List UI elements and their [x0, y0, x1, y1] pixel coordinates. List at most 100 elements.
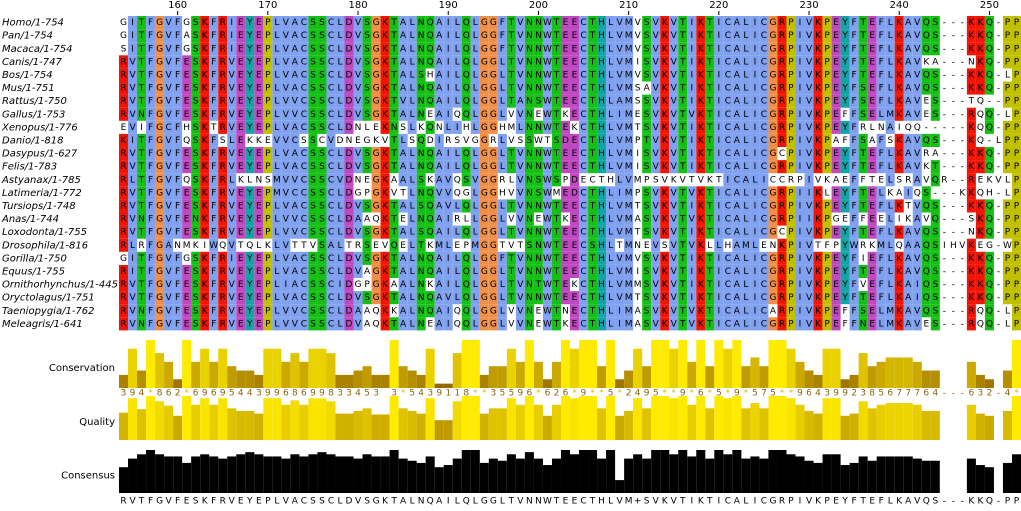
residue: W [543, 97, 552, 107]
residue: S [310, 84, 316, 94]
residue-cell [831, 81, 841, 95]
residue: R [220, 175, 226, 185]
residue-cell [128, 147, 138, 161]
residue: E [563, 97, 569, 107]
residue-cell [777, 133, 787, 147]
residue-cell [155, 42, 165, 56]
residue-cell [714, 94, 724, 108]
consensus-residue: A [292, 497, 299, 507]
residue: A [436, 31, 443, 41]
residue: A [734, 306, 741, 316]
residue: S [644, 228, 650, 238]
residue: Y [246, 110, 253, 120]
residue: V [229, 70, 236, 80]
residue-cell [236, 81, 246, 95]
residue: A [400, 293, 407, 303]
residue-cell [831, 29, 841, 43]
residue: Q [923, 18, 930, 28]
residue: A [436, 149, 443, 159]
residue: L [473, 70, 478, 80]
residue: P [1014, 162, 1020, 172]
residue-cell [245, 147, 255, 161]
residue: L [473, 44, 478, 54]
residue: T [589, 97, 596, 107]
residue: R [779, 123, 785, 133]
residue: T [859, 162, 866, 172]
residue: T [859, 228, 866, 238]
residue: L [608, 97, 613, 107]
residue: T [589, 57, 596, 67]
residue: P [265, 110, 271, 120]
residue: V [229, 319, 236, 329]
residue: R [905, 175, 911, 185]
residue: S [319, 215, 325, 225]
residue-cell [831, 16, 841, 30]
residue: V [355, 70, 362, 80]
quality-bar [146, 396, 156, 440]
residue: V [166, 293, 173, 303]
residue: K [815, 110, 822, 120]
conservation-bar [912, 361, 922, 388]
quality-bar [687, 404, 697, 440]
residue-cell [822, 16, 832, 30]
consensus-residue: A [905, 497, 912, 507]
residue: G [490, 228, 497, 238]
residue: L [888, 175, 893, 185]
consensus-bar [660, 450, 670, 493]
residue-cell [669, 107, 679, 121]
residue: S [644, 293, 650, 303]
residue: P [788, 254, 794, 264]
residue: C [580, 57, 586, 67]
residue-cell [542, 94, 552, 108]
residue: C [580, 84, 586, 94]
residue: F [211, 57, 216, 67]
conservation-label: 8 [157, 389, 163, 399]
residue-cell [732, 55, 742, 69]
conservation-bar [272, 348, 282, 388]
consensus-residue: - [952, 497, 955, 507]
residue: - [988, 97, 991, 107]
residue: T [679, 123, 686, 133]
residue: N [436, 123, 443, 133]
residue: G [490, 149, 497, 159]
residue: I [799, 18, 802, 28]
residue: F [148, 149, 153, 159]
residue-cell [624, 147, 634, 161]
residue-cell [434, 147, 444, 161]
residue: S [364, 97, 370, 107]
residue: R [220, 306, 226, 316]
residue: T [589, 201, 596, 211]
quality-bar [903, 403, 913, 440]
residue-cell [903, 42, 913, 56]
residue: T [589, 293, 596, 303]
residue-cell [128, 120, 138, 134]
residue-cell [254, 107, 264, 121]
residue: P [1014, 254, 1020, 264]
residue: M [273, 175, 281, 185]
residue-cell [272, 68, 282, 82]
quality-bar [281, 404, 291, 440]
residue: I [862, 254, 865, 264]
residue: F [148, 57, 153, 67]
residue: - [952, 188, 955, 198]
residue: Q [977, 306, 984, 316]
residue-cell [272, 16, 282, 30]
residue: I [438, 136, 441, 146]
residue: V [129, 293, 136, 303]
residue: K [563, 110, 570, 120]
conservation-label: 6 [698, 389, 704, 399]
conservation-bar [317, 348, 327, 388]
residue-cell [597, 55, 607, 69]
residue: R [220, 319, 226, 329]
residue: N [418, 319, 425, 329]
residue-cell [416, 147, 426, 161]
consensus-residue: L [455, 497, 460, 507]
quality-bar [326, 401, 336, 440]
residue-cell [236, 147, 246, 161]
residue-cell [362, 42, 372, 56]
residue-cell [840, 55, 850, 69]
residue: S [932, 306, 938, 316]
residue: W [543, 18, 552, 28]
residue-cell [524, 94, 534, 108]
conservation-label: 5 [229, 389, 235, 399]
